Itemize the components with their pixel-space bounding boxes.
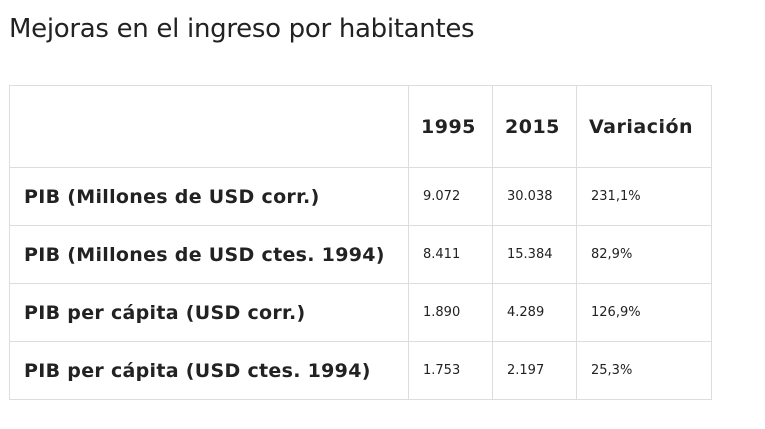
row-label: PIB (Millones de USD corr.): [9, 167, 409, 226]
table-row: PIB per cápita (USD ctes. 1994) 1.753 2.19…: [9, 341, 712, 400]
page-title: Mejoras en el ingreso por habitantes: [9, 14, 475, 44]
header-2015: 2015: [492, 85, 577, 168]
cell-2015: 2.197: [492, 341, 577, 400]
table-row: PIB (Millones de USD ctes. 1994) 8.411 15.…: [9, 225, 712, 284]
cell-1995: 1.753: [408, 341, 493, 400]
table-row: PIB per cápita (USD corr.) 1.890 4.289 126,…: [9, 283, 712, 342]
cell-variacion: 25,3%: [576, 341, 712, 400]
row-label: PIB per cápita (USD corr.): [9, 283, 409, 342]
cell-variacion: 126,9%: [576, 283, 712, 342]
cell-variacion: 231,1%: [576, 167, 712, 226]
cell-1995: 9.072: [408, 167, 493, 226]
table-header-row: 1995 2015 Variación: [9, 85, 712, 168]
cell-1995: 1.890: [408, 283, 493, 342]
cell-2015: 30.038: [492, 167, 577, 226]
header-1995: 1995: [408, 85, 493, 168]
cell-2015: 4.289: [492, 283, 577, 342]
header-empty: [9, 85, 409, 168]
cell-variacion: 82,9%: [576, 225, 712, 284]
income-table: 1995 2015 Variación PIB (Millones de USD…: [9, 85, 712, 400]
row-label: PIB (Millones de USD ctes. 1994): [9, 225, 409, 284]
cell-2015: 15.384: [492, 225, 577, 284]
header-variacion: Variación: [576, 85, 712, 168]
table-row: PIB (Millones de USD corr.) 9.072 30.038 23…: [9, 167, 712, 226]
cell-1995: 8.411: [408, 225, 493, 284]
row-label: PIB per cápita (USD ctes. 1994): [9, 341, 409, 400]
